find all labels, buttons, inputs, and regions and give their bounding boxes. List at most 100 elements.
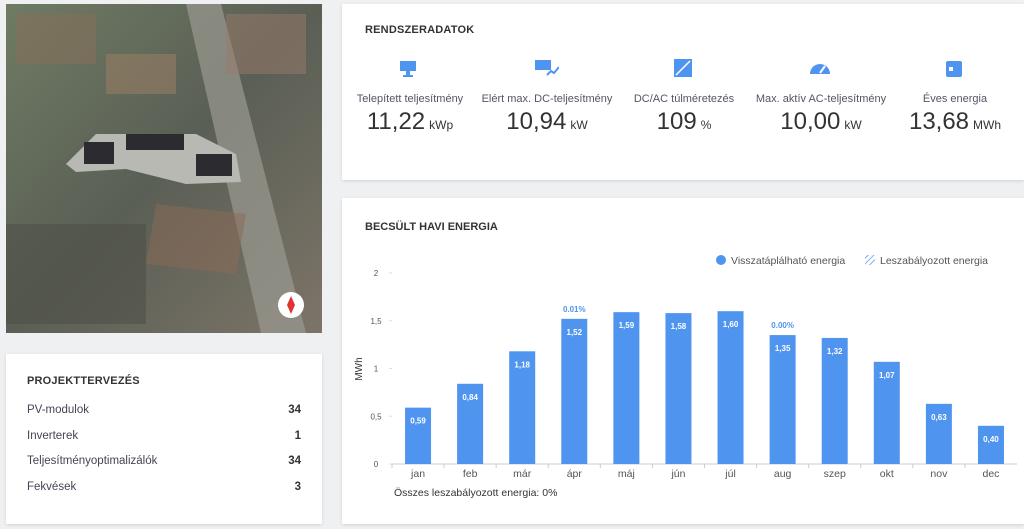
bar-value-label: 1,18 bbox=[514, 360, 530, 369]
value-number: 13,68 bbox=[908, 108, 970, 135]
bar-value-label: 1,52 bbox=[567, 328, 583, 337]
legend-swatch bbox=[865, 255, 875, 265]
bar-value-label: 1,35 bbox=[775, 344, 791, 353]
chart: BECSÜLT HAVI ENERGIA MWh Összes leszabál… bbox=[354, 220, 1017, 499]
item-value: 13,68 MWh bbox=[885, 108, 1024, 136]
icon-part bbox=[400, 61, 416, 71]
row-label: Inverterek bbox=[27, 429, 79, 442]
icon-part bbox=[546, 66, 560, 76]
chart-title: BECSÜLT HAVI ENERGIA bbox=[365, 220, 498, 233]
chart-card: BECSÜLT HAVI ENERGIA MWh Összes leszabál… bbox=[342, 198, 1024, 524]
bar-value-label: 1,07 bbox=[879, 371, 895, 380]
x-tick-label: szep bbox=[824, 468, 846, 480]
row-value: 1 bbox=[294, 429, 301, 442]
system-item: Telepített teljesítmény 11,22 kWp bbox=[340, 58, 480, 136]
x-tick-label: aug bbox=[774, 468, 792, 480]
value-number: 10,94 bbox=[506, 108, 567, 135]
row-value: 34 bbox=[288, 455, 301, 467]
x-tick-label: okt bbox=[880, 468, 894, 480]
project-row: Inverterek 1 bbox=[27, 430, 301, 442]
legend-swatch bbox=[716, 255, 726, 265]
bar bbox=[509, 351, 536, 464]
bar-value-label: 0,40 bbox=[983, 435, 999, 444]
x-tick-label: jún bbox=[670, 468, 685, 480]
item-value: 109% bbox=[614, 108, 754, 136]
icon bbox=[400, 61, 416, 77]
value-unit: % bbox=[700, 118, 712, 132]
row-label: Fekvések bbox=[27, 480, 77, 493]
value-unit: kW bbox=[570, 118, 588, 132]
system-item: DC/AC túlméretezés 109% bbox=[614, 58, 754, 136]
legend-label: Visszatáplálható energia bbox=[731, 255, 845, 267]
system-item: Max. aktív AC-teljesítmény 10,00 kW bbox=[751, 58, 891, 136]
y-tick-label: 1 bbox=[374, 365, 379, 374]
x-tick-label: feb bbox=[463, 468, 478, 480]
icon-part bbox=[403, 75, 413, 77]
curtailment-label: 0.00% bbox=[771, 321, 794, 330]
x-tick-label: nov bbox=[930, 468, 948, 480]
icon bbox=[674, 59, 692, 77]
aerial-map bbox=[6, 4, 322, 333]
curtailment-label: 0.01% bbox=[563, 305, 586, 314]
bar-value-label: 1,59 bbox=[619, 321, 635, 330]
bar bbox=[925, 403, 952, 464]
bar-value-label: 0,84 bbox=[462, 393, 478, 402]
x-tick-label: dec bbox=[982, 468, 999, 480]
item-value: 11,22 kWp bbox=[340, 108, 480, 136]
row-label: PV-modulok bbox=[27, 404, 90, 416]
system-card: RENDSZERADATOK Telepített teljesítmény 11… bbox=[342, 4, 1024, 180]
project-row: PV-modulok 34 bbox=[27, 404, 301, 416]
bar bbox=[457, 383, 484, 464]
system-item: Éves energia 13,68 MWh bbox=[885, 58, 1024, 136]
value-unit: kWp bbox=[429, 118, 454, 132]
y-tick-label: 2 bbox=[374, 269, 379, 278]
x-tick-label: ápr bbox=[567, 468, 583, 480]
icon-part bbox=[675, 60, 691, 76]
bar bbox=[977, 425, 1004, 464]
item-value: 10,94 kW bbox=[477, 108, 617, 136]
footnote: Összes leszabályozott energia: 0% bbox=[394, 487, 557, 499]
value-unit: MWh bbox=[973, 118, 1002, 132]
row-value: 34 bbox=[288, 404, 301, 416]
value-unit: kW bbox=[844, 118, 862, 132]
icon bbox=[535, 60, 560, 76]
icon bbox=[946, 61, 962, 77]
card-title: RENDSZERADATOK bbox=[365, 24, 475, 36]
bar-value-label: 0,63 bbox=[931, 413, 947, 422]
legend-label: Leszabályozott energia bbox=[880, 255, 988, 267]
row-label: Teljesítményoptimalizálók bbox=[27, 455, 158, 467]
y-tick-label: 0,5 bbox=[370, 412, 382, 421]
item-label: Éves energia bbox=[922, 93, 988, 105]
project-row: Teljesítményoptimalizálók 34 bbox=[27, 455, 301, 467]
bar bbox=[821, 337, 848, 464]
icon-part bbox=[819, 65, 826, 74]
item-value: 10,00 kW bbox=[751, 108, 891, 136]
value-number: 109 bbox=[656, 108, 697, 135]
bar bbox=[405, 407, 432, 464]
item-label: Telepített teljesítmény bbox=[356, 93, 464, 105]
project-card: PROJEKTTERVEZÉS PV-modulok 34 Inverterek 1 T… bbox=[6, 354, 322, 524]
bar bbox=[717, 311, 744, 464]
y-tick-label: 1,5 bbox=[370, 317, 382, 326]
bar-value-label: 1,60 bbox=[723, 320, 739, 329]
y-tick-label: 0 bbox=[374, 460, 379, 469]
item-label: DC/AC túlméretezés bbox=[633, 93, 735, 105]
item-label: Elért max. DC-teljesítmény bbox=[481, 93, 613, 105]
bar bbox=[873, 361, 900, 464]
project-row: Fekvések 3 bbox=[27, 481, 301, 493]
icon-part bbox=[406, 71, 410, 75]
x-tick-label: máj bbox=[618, 468, 635, 480]
icon bbox=[810, 64, 830, 74]
icon-part bbox=[946, 61, 962, 77]
bar bbox=[561, 318, 588, 464]
row-value: 3 bbox=[294, 480, 301, 493]
bar bbox=[665, 313, 692, 464]
y-axis-label: MWh bbox=[354, 357, 365, 380]
x-tick-label: már bbox=[513, 468, 532, 480]
system-item: Elért max. DC-teljesítmény 10,94 kW bbox=[477, 58, 617, 136]
item-label: Max. aktív AC-teljesítmény bbox=[755, 93, 887, 105]
bar-value-label: 1,32 bbox=[827, 347, 843, 356]
x-tick-label: júl bbox=[724, 468, 736, 480]
value-number: 11,22 bbox=[366, 108, 426, 135]
